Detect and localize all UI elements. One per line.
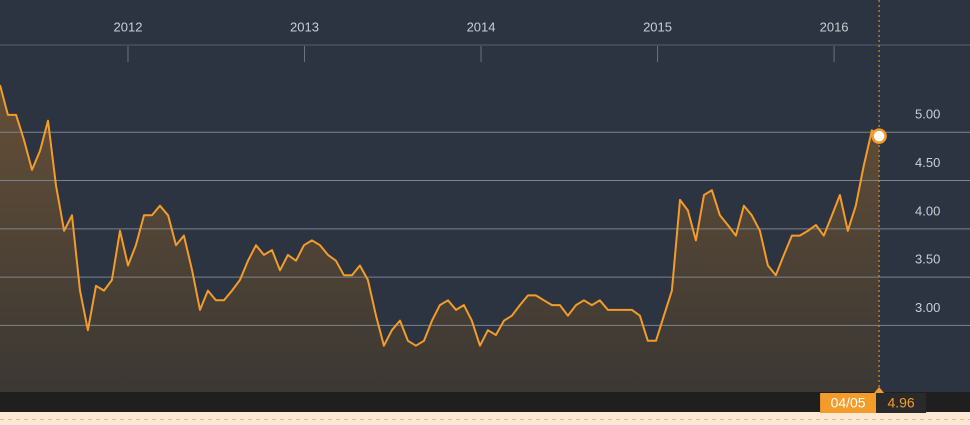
line (0, 84, 880, 347)
x-tick-label: 2012 (114, 19, 143, 34)
x-tick-label: 2015 (643, 19, 672, 34)
x-tick-label: 2014 (467, 19, 496, 34)
x-tick-label: 2016 (820, 19, 849, 34)
cursor-point (871, 128, 887, 144)
y-tick-label: 4.00 (915, 203, 940, 218)
cursor-date: 04/05 (831, 395, 866, 411)
cursor-value: 4.96 (887, 395, 914, 411)
bottom-bar (0, 392, 970, 412)
y-tick-label: 4.50 (915, 155, 940, 170)
x-tick-label: 2013 (290, 19, 319, 34)
cursor-value-box (876, 393, 927, 413)
cursor-pointer (874, 387, 885, 393)
area (0, 85, 880, 392)
cursor-date-box (820, 393, 877, 413)
y-tick-label: 5.00 (915, 107, 940, 122)
y-tick-label: 3.50 (915, 252, 940, 267)
y-tick-label: 3.00 (915, 300, 940, 315)
bottom-strip (0, 412, 970, 425)
